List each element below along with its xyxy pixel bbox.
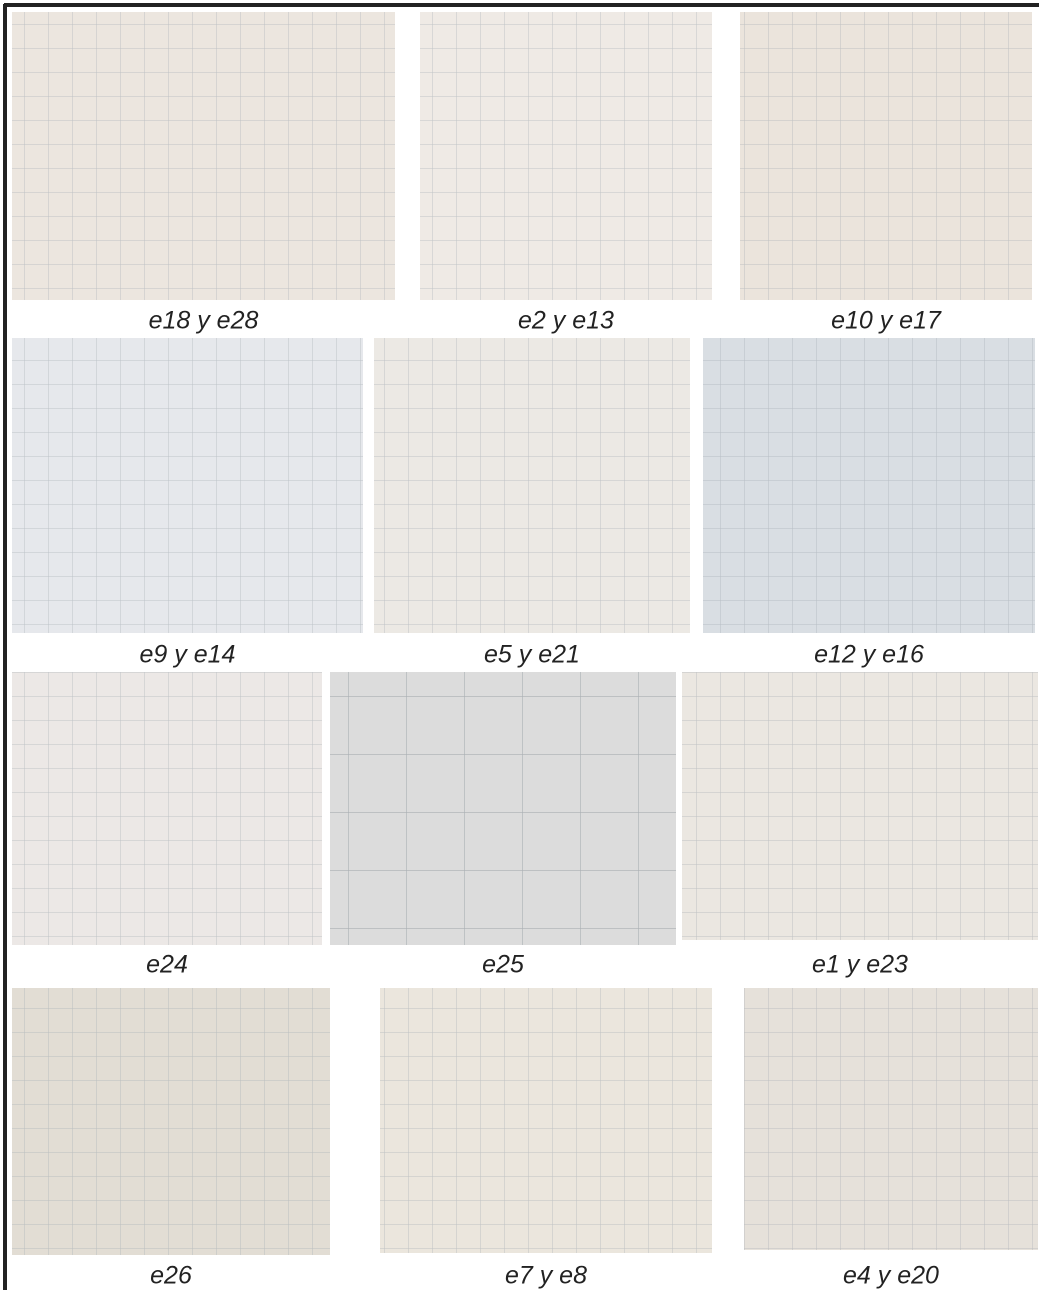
photo-grid <box>740 12 1032 300</box>
photo-grid <box>12 988 330 1255</box>
caption: e12 y e16 <box>814 641 924 669</box>
photo-grid <box>12 672 322 945</box>
page: e18 y e28 e2 y e13 e10 y e17 e9 y e14 e5 y e… <box>0 0 1039 1290</box>
photo-grid <box>420 12 712 300</box>
figure: e18 y e28 e2 y e13 e10 y e17 e9 y e14 e5 y e… <box>0 0 1039 1290</box>
photo-grid <box>744 988 1038 1250</box>
caption: e5 y e21 <box>484 641 580 669</box>
caption: e24 <box>146 951 188 979</box>
caption: e1 y e23 <box>812 951 908 979</box>
photo-grid <box>682 672 1038 940</box>
caption: e25 <box>482 951 524 979</box>
photo-grid <box>12 338 363 633</box>
caption: e18 y e28 <box>149 307 259 335</box>
caption: e7 y e8 <box>505 1262 587 1290</box>
caption: e10 y e17 <box>831 307 942 335</box>
photo-grid <box>12 12 395 300</box>
photo-grid <box>703 338 1035 633</box>
caption: e2 y e13 <box>518 307 614 335</box>
photo-grid <box>374 338 690 633</box>
photo-grid <box>380 988 712 1253</box>
caption: e4 y e20 <box>843 1262 939 1290</box>
photo-grid <box>330 672 676 945</box>
caption: e26 <box>150 1262 192 1290</box>
caption: e9 y e14 <box>140 641 236 669</box>
